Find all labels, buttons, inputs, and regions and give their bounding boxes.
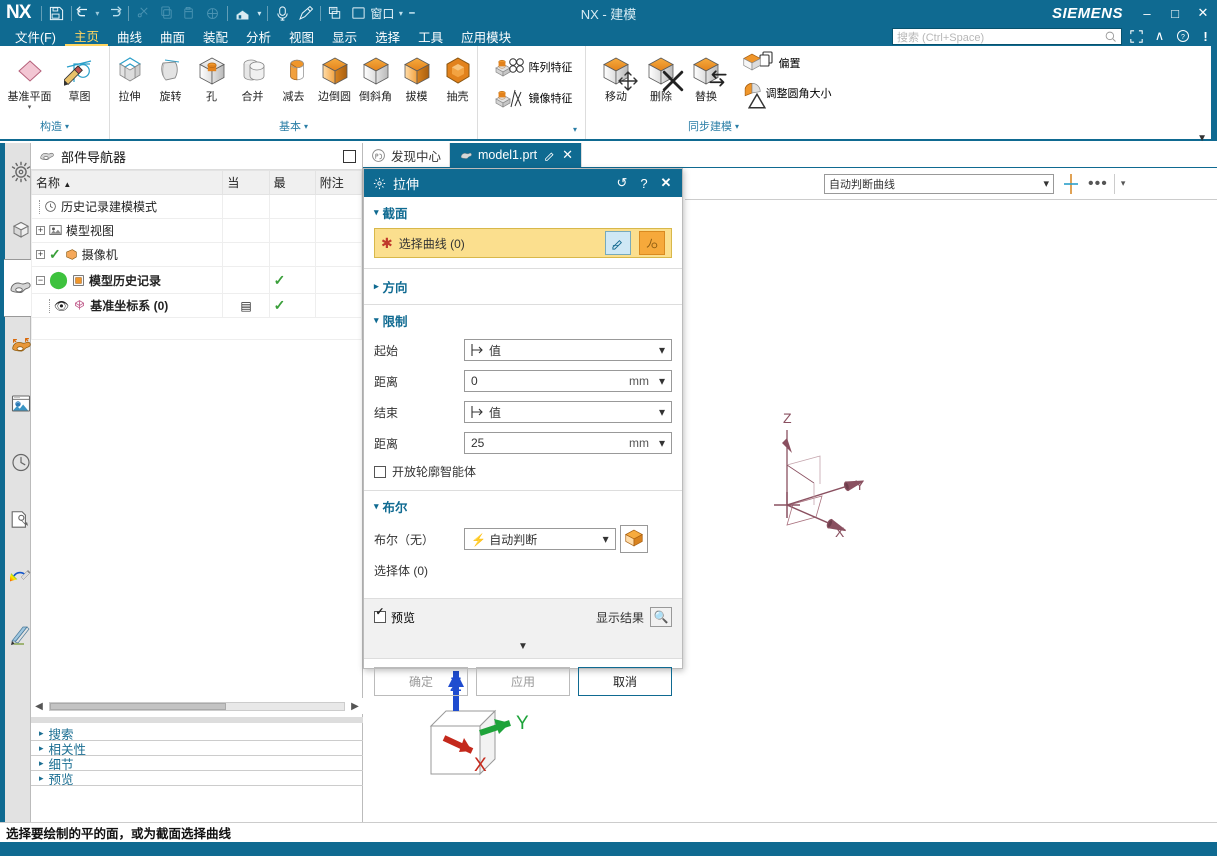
svg-text:Z: Z [783,410,792,426]
svg-text:Y: Y [516,713,529,734]
svg-text:X: X [474,755,487,776]
svg-text:?: ? [1181,34,1185,41]
svg-text:X: X [835,524,845,540]
svg-text:Y: Y [855,477,865,493]
